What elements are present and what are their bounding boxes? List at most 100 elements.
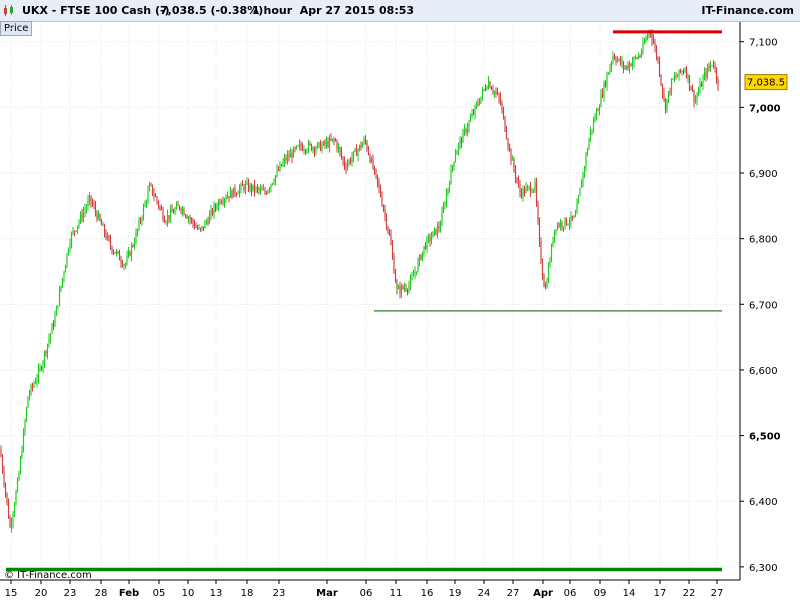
- candle-body: [630, 63, 632, 67]
- candle-body: [315, 148, 317, 152]
- candle-body: [621, 61, 623, 64]
- candle-body: [690, 86, 692, 90]
- candle-body: [298, 143, 301, 146]
- candle: [229, 186, 232, 198]
- candle-body: [274, 175, 277, 182]
- candle: [163, 215, 166, 223]
- candle: [691, 84, 694, 92]
- candle-body: [3, 470, 5, 485]
- candle-body: [31, 385, 34, 387]
- candle-body: [406, 289, 409, 291]
- candle: [496, 87, 499, 96]
- x-tick-label: Feb: [119, 588, 139, 599]
- candle: [124, 262, 127, 269]
- candle: [337, 142, 340, 154]
- candle-body: [712, 65, 715, 67]
- candle: [202, 226, 205, 231]
- candle-body: [706, 67, 709, 77]
- candle: [522, 185, 524, 202]
- candle: [310, 143, 313, 152]
- candle-body: [268, 188, 271, 191]
- candle: [657, 56, 659, 64]
- candle-body: [304, 150, 307, 152]
- candle-body: [502, 109, 505, 117]
- candle-body: [105, 233, 107, 239]
- candle-body: [223, 199, 226, 203]
- candle: [373, 165, 376, 175]
- price-tab[interactable]: Price: [0, 21, 33, 36]
- candle: [45, 349, 47, 357]
- candle-body: [498, 93, 500, 98]
- candle: [637, 52, 640, 59]
- x-tick-label: 15: [5, 588, 18, 599]
- candle-body: [279, 164, 281, 171]
- candle: [313, 146, 316, 157]
- candle: [465, 127, 467, 136]
- candle: [717, 76, 719, 92]
- candle: [213, 201, 215, 220]
- candle: [558, 222, 560, 229]
- candle: [267, 189, 269, 195]
- candle: [195, 221, 197, 229]
- candle-body: [334, 139, 337, 141]
- candle: [178, 205, 181, 211]
- candle: [396, 279, 398, 295]
- candle: [612, 51, 614, 65]
- candle: [538, 217, 541, 247]
- candle: [225, 194, 227, 203]
- candle: [307, 139, 310, 154]
- candle: [184, 213, 187, 219]
- candle: [19, 455, 22, 475]
- candle: [501, 100, 503, 114]
- candle: [366, 140, 368, 152]
- candle: [361, 141, 364, 148]
- candle-body: [607, 72, 610, 75]
- candle-body: [376, 174, 379, 183]
- candle-body: [136, 229, 139, 233]
- candle-body: [64, 265, 67, 273]
- candle-body: [43, 351, 46, 363]
- candle: [58, 285, 61, 307]
- candle: [10, 517, 13, 533]
- candle: [384, 204, 386, 222]
- candle: [597, 107, 599, 112]
- candle-body: [364, 139, 367, 142]
- x-tick-label: 16: [421, 588, 434, 599]
- candle: [678, 69, 680, 81]
- candle: [316, 142, 319, 149]
- candle: [87, 195, 89, 211]
- timeframe-label: 1 hour Apr 27 2015 08:53: [252, 4, 415, 17]
- candle-body: [54, 315, 56, 326]
- candle: [51, 322, 53, 334]
- candle: [312, 146, 314, 154]
- candle: [210, 205, 212, 221]
- candle: [618, 57, 620, 62]
- candle: [627, 61, 629, 71]
- candle-body: [154, 196, 157, 198]
- candle-body: [40, 367, 43, 370]
- candle-body: [453, 161, 455, 166]
- candle-body: [486, 87, 488, 90]
- candle-body: [198, 228, 200, 230]
- candle-body: [441, 212, 443, 226]
- candle-body: [606, 74, 608, 86]
- candle-body: [492, 89, 494, 93]
- candle: [175, 201, 178, 210]
- candle: [67, 247, 70, 256]
- candle: [237, 190, 239, 195]
- candle-body: [408, 285, 410, 291]
- candle-body: [226, 196, 229, 199]
- candle-body: [325, 141, 328, 145]
- candle: [402, 284, 404, 290]
- candle-body: [208, 214, 211, 224]
- candle: [144, 200, 146, 208]
- candle-body: [145, 201, 148, 203]
- candle-body: [508, 146, 511, 150]
- candle-body: [97, 214, 100, 220]
- candle: [73, 230, 76, 237]
- candle: [553, 229, 556, 243]
- candle-body: [196, 227, 199, 229]
- candle: [142, 203, 145, 221]
- candle: [159, 205, 161, 211]
- candle: [220, 199, 223, 205]
